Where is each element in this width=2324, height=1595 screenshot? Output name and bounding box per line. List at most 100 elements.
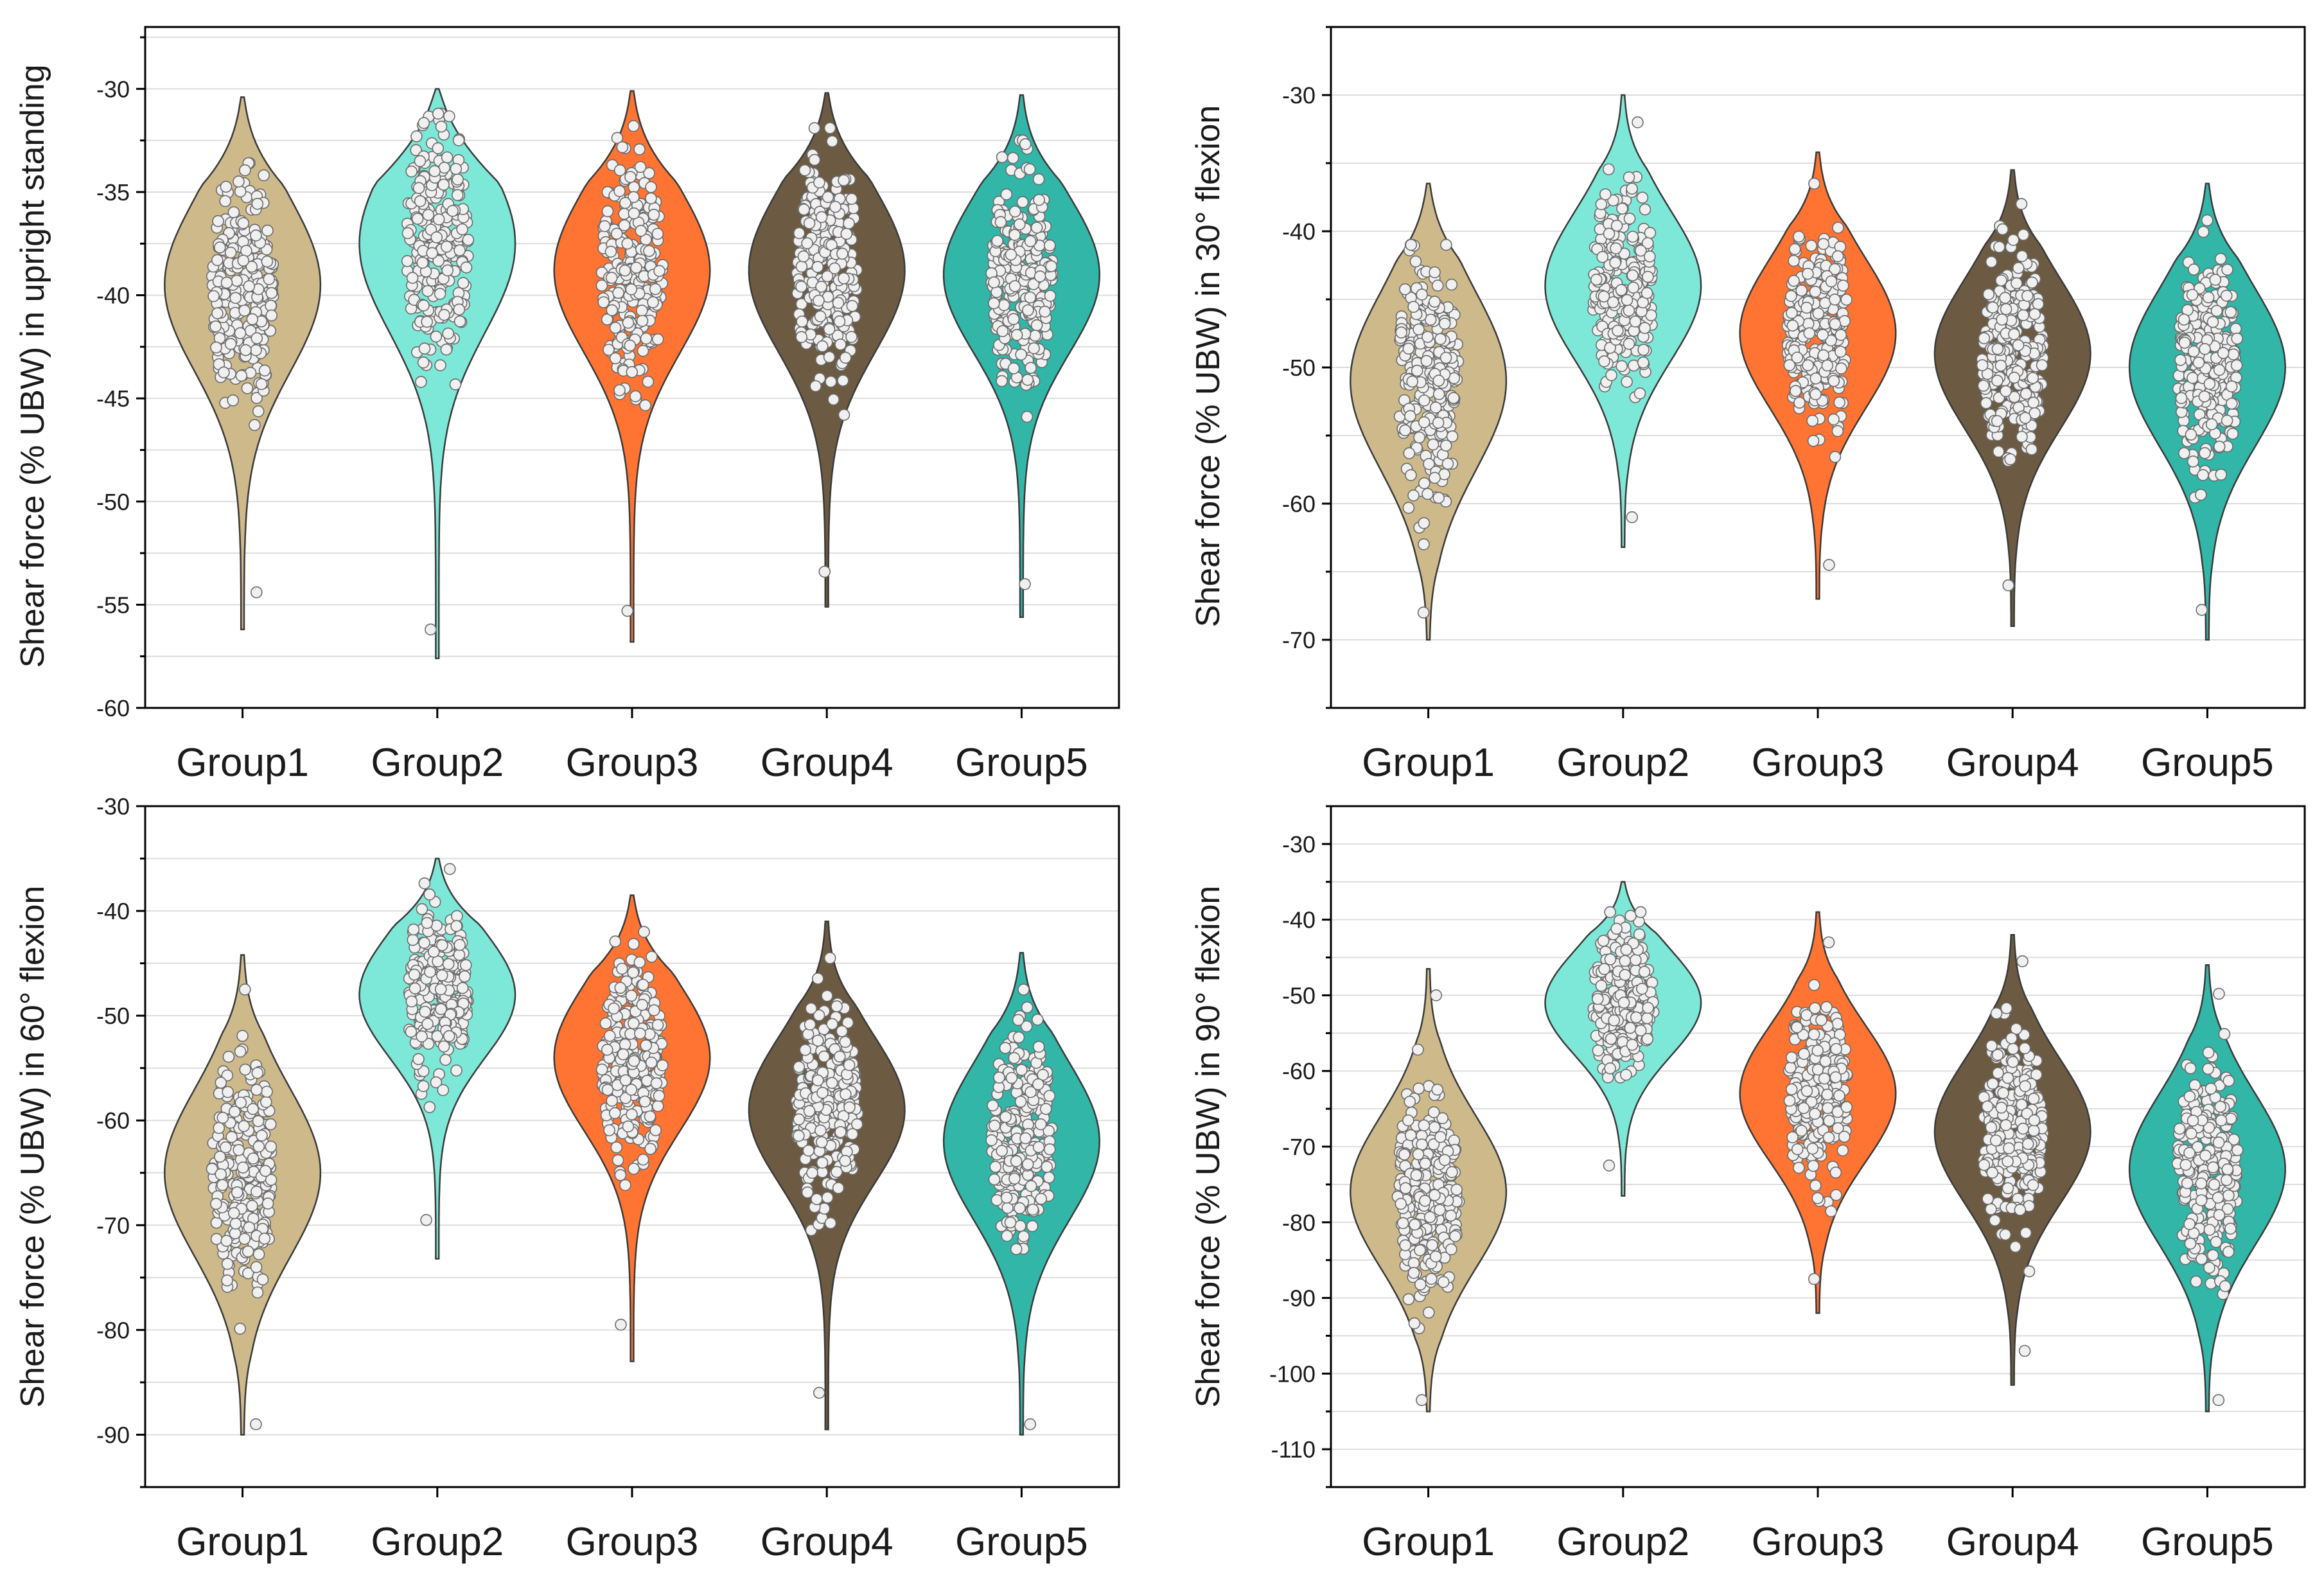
data-point xyxy=(1619,969,1632,981)
data-point xyxy=(1994,359,2007,372)
data-point xyxy=(1044,239,1056,252)
data-point xyxy=(418,299,430,312)
data-point xyxy=(250,1261,263,1273)
data-point xyxy=(1418,416,1430,428)
data-point xyxy=(1623,212,1636,225)
data-point xyxy=(1639,322,1651,334)
data-point xyxy=(1413,323,1425,336)
data-point xyxy=(1626,269,1639,282)
data-point xyxy=(2187,371,2199,384)
data-point xyxy=(625,989,638,1002)
data-point xyxy=(2203,378,2216,390)
data-point xyxy=(628,207,640,220)
data-point xyxy=(614,1169,627,1181)
data-point xyxy=(635,224,647,237)
data-point xyxy=(834,338,847,351)
data-point xyxy=(1806,414,1818,427)
data-point xyxy=(1624,910,1637,922)
data-point xyxy=(1407,1257,1420,1269)
data-point xyxy=(220,276,233,289)
data-point xyxy=(234,1097,247,1109)
data-point xyxy=(434,288,446,300)
data-point xyxy=(1416,1138,1428,1150)
data-point xyxy=(1829,1071,1842,1084)
data-point xyxy=(1420,355,1433,367)
data-point xyxy=(213,241,226,254)
data-point xyxy=(2178,337,2191,349)
data-point xyxy=(988,1173,1001,1186)
data-point xyxy=(434,983,447,996)
data-point xyxy=(418,877,431,890)
data-point xyxy=(1786,319,1799,332)
data-point xyxy=(2019,412,2032,424)
data-point xyxy=(441,151,453,164)
data-point xyxy=(452,134,465,146)
data-point xyxy=(1043,1143,1056,1156)
y-tick-label: -30 xyxy=(96,76,130,102)
data-point xyxy=(441,264,454,277)
data-point xyxy=(645,192,657,205)
data-point xyxy=(1440,238,1452,251)
data-point xyxy=(2026,276,2038,289)
data-point xyxy=(1809,372,1822,385)
data-point xyxy=(1802,359,1814,372)
data-point xyxy=(801,1186,814,1199)
data-point xyxy=(1405,469,1417,482)
y-tick-label: -35 xyxy=(96,179,130,206)
data-point xyxy=(1616,202,1628,215)
data-point xyxy=(1807,434,1820,447)
data-point xyxy=(418,342,431,355)
data-point xyxy=(252,1115,265,1127)
data-point xyxy=(1637,356,1650,369)
data-point xyxy=(2009,1240,2021,1253)
data-point xyxy=(2007,234,2020,246)
data-point xyxy=(1438,1154,1451,1167)
data-point xyxy=(1024,1418,1036,1431)
data-point xyxy=(1008,1052,1021,1064)
data-point xyxy=(1624,1021,1637,1034)
data-point xyxy=(221,1258,234,1270)
data-point xyxy=(1636,983,1648,995)
data-point xyxy=(1598,963,1610,975)
data-point xyxy=(1445,1210,1457,1222)
data-point xyxy=(806,1167,818,1179)
data-point xyxy=(1627,281,1640,294)
data-point xyxy=(2201,214,2214,227)
data-point xyxy=(1798,1048,1810,1060)
data-point xyxy=(1803,327,1816,340)
data-point xyxy=(1623,171,1635,184)
data-point xyxy=(210,1197,222,1210)
data-point xyxy=(440,240,453,253)
data-point xyxy=(218,366,230,379)
data-point xyxy=(628,1017,640,1030)
data-point xyxy=(453,315,466,328)
data-point xyxy=(261,1197,274,1210)
data-point xyxy=(1818,1072,1831,1085)
x-tick-label: Group5 xyxy=(2141,741,2274,785)
data-point xyxy=(1830,1189,1842,1201)
data-point xyxy=(1010,1243,1023,1255)
data-point xyxy=(2196,604,2208,616)
data-point xyxy=(2199,342,2211,355)
y-tick-label: -30 xyxy=(96,793,130,820)
data-point xyxy=(839,1154,851,1167)
data-point xyxy=(2225,380,2238,392)
data-point xyxy=(1014,1202,1026,1215)
data-point xyxy=(459,959,472,971)
data-point xyxy=(1422,488,1434,500)
data-point xyxy=(215,1077,227,1089)
y-tick-label: -90 xyxy=(96,1422,130,1448)
data-point xyxy=(1434,1131,1447,1143)
data-point xyxy=(233,175,245,188)
data-point xyxy=(449,378,462,391)
data-point xyxy=(1827,413,1840,426)
data-point xyxy=(1408,1317,1421,1330)
data-point xyxy=(793,1113,805,1125)
data-point xyxy=(1434,333,1447,346)
data-point xyxy=(1619,955,1631,967)
data-point xyxy=(2205,418,2218,430)
data-point xyxy=(1422,331,1434,343)
data-point xyxy=(647,208,660,221)
data-point xyxy=(990,286,1003,299)
data-point xyxy=(2008,328,2020,340)
